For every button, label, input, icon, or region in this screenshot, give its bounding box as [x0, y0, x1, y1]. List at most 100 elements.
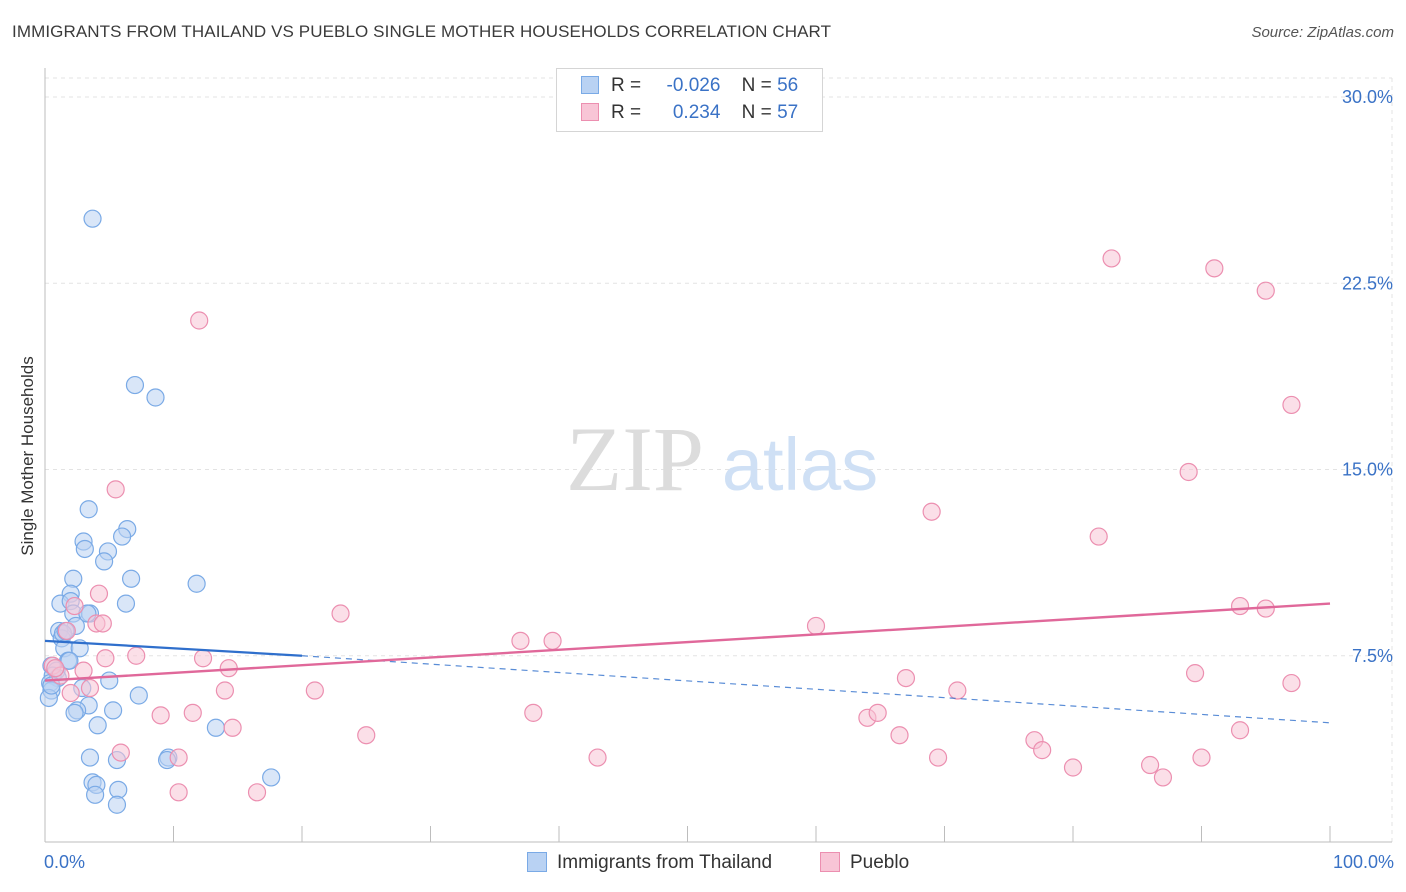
point-pueblo-1	[1205, 259, 1224, 278]
point-thailand-41	[65, 703, 84, 722]
point-pueblo-11	[1230, 596, 1250, 616]
point-thailand-42	[104, 701, 123, 720]
point-pueblo-56	[93, 614, 112, 633]
point-pueblo-33	[524, 703, 543, 722]
point-thailand-11	[64, 569, 83, 588]
point-thailand-37	[129, 686, 148, 705]
point-pueblo-27	[1282, 673, 1301, 693]
point-pueblo-3	[190, 311, 209, 330]
bottom-legend-swatch-thailand	[527, 852, 547, 872]
point-thailand-0	[83, 209, 102, 228]
data-points	[39, 209, 1301, 814]
point-pueblo-8	[1089, 527, 1108, 546]
bottom-legend-pueblo: Pueblo	[820, 852, 909, 874]
point-pueblo-19	[127, 646, 146, 665]
y-tick-labels: 7.5% 15.0% 22.5% 30.0%	[1342, 87, 1393, 666]
legend-n-label-thailand: N =	[741, 75, 772, 96]
point-thailand-10	[95, 552, 114, 571]
x-tick-label-max: 100.0%	[1332, 852, 1394, 872]
y-tick-label-0: 7.5%	[1352, 646, 1393, 666]
point-thailand-49	[262, 768, 281, 787]
point-pueblo-55	[46, 659, 65, 678]
point-thailand-8	[75, 539, 94, 559]
point-pueblo-7	[922, 502, 941, 521]
y-axis-label: Single Mother Households	[18, 356, 37, 556]
point-thailand-2	[146, 388, 165, 407]
legend-swatch-thailand	[581, 76, 599, 94]
point-thailand-53	[86, 785, 105, 804]
point-pueblo-20	[193, 649, 213, 668]
point-pueblo-9	[89, 584, 109, 603]
point-thailand-33	[100, 671, 119, 690]
point-thailand-1	[125, 375, 145, 395]
bottom-legend-label-thailand: Immigrants from Thailand	[557, 852, 773, 873]
y-tick-label-2: 22.5%	[1342, 273, 1393, 293]
point-pueblo-30	[305, 681, 324, 700]
point-pueblo-17	[511, 631, 530, 650]
point-pueblo-4	[1282, 395, 1301, 415]
point-pueblo-50	[1140, 755, 1160, 775]
point-pueblo-34	[183, 703, 202, 722]
point-pueblo-15	[806, 616, 826, 636]
point-pueblo-16	[57, 621, 76, 641]
legend-r-label-thailand: R =	[611, 75, 642, 96]
watermark: ZIP atlas	[566, 408, 878, 510]
point-pueblo-49	[1063, 758, 1083, 777]
point-pueblo-38	[223, 718, 242, 737]
bottom-legend-swatch-pueblo	[820, 852, 840, 872]
trend-lines	[44, 602, 1331, 724]
point-pueblo-45	[169, 748, 188, 767]
legend-n-label-pueblo: N =	[741, 102, 772, 123]
point-pueblo-39	[357, 726, 376, 745]
point-pueblo-21	[96, 649, 115, 668]
point-thailand-45	[80, 748, 100, 767]
point-pueblo-43	[1033, 741, 1052, 760]
point-thailand-4	[79, 500, 98, 519]
point-pueblo-0	[1102, 249, 1121, 268]
point-pueblo-28	[80, 678, 100, 698]
legend-r-value-pueblo: 0.234	[672, 102, 721, 123]
point-thailand-16	[116, 594, 136, 613]
point-pueblo-10	[65, 596, 84, 616]
point-thailand-44	[206, 718, 226, 737]
legend-box: R = -0.026 N = 56 R = 0.234 N = 57	[556, 68, 823, 132]
point-pueblo-53	[169, 783, 188, 802]
point-pueblo-41	[1230, 721, 1250, 740]
legend-swatch-pueblo	[581, 103, 599, 121]
watermark-zip: ZIP	[566, 408, 704, 510]
y-tick-label-1: 15.0%	[1342, 460, 1393, 480]
point-pueblo-31	[948, 681, 967, 700]
point-pueblo-26	[896, 668, 916, 688]
point-pueblo-32	[61, 683, 80, 703]
point-pueblo-48	[1192, 748, 1211, 767]
chart-source: Source: ZipAtlas.com	[1251, 24, 1394, 41]
point-thailand-12	[121, 569, 141, 588]
point-thailand-54	[107, 795, 127, 814]
point-thailand-3	[187, 574, 206, 593]
point-pueblo-37	[868, 703, 887, 722]
point-pueblo-5	[1179, 462, 1198, 482]
point-pueblo-18	[543, 631, 562, 650]
axes	[44, 68, 1392, 843]
gridlines	[45, 77, 1393, 842]
legend-row-pueblo: R = 0.234 N = 57	[581, 102, 798, 124]
point-thailand-6	[112, 527, 132, 546]
watermark-atlas: atlas	[722, 423, 878, 506]
chart-title: IMMIGRANTS FROM THAILAND VS PUEBLO SINGL…	[12, 22, 832, 41]
point-pueblo-13	[331, 604, 350, 623]
point-pueblo-52	[247, 783, 267, 802]
point-pueblo-24	[74, 661, 93, 680]
point-pueblo-25	[1185, 664, 1205, 683]
trend-line-pueblo	[44, 602, 1331, 682]
point-pueblo-2	[1256, 281, 1275, 300]
point-pueblo-46	[588, 748, 607, 767]
trend-line-thailand	[44, 639, 303, 657]
trend-line-thailand-dashed	[301, 655, 1331, 724]
point-pueblo-44	[111, 743, 130, 762]
legend-n-value-thailand: 56	[777, 75, 799, 96]
point-pueblo-35	[151, 706, 170, 725]
point-pueblo-29	[215, 681, 234, 700]
point-pueblo-51	[1153, 768, 1173, 787]
point-thailand-29	[60, 651, 79, 670]
